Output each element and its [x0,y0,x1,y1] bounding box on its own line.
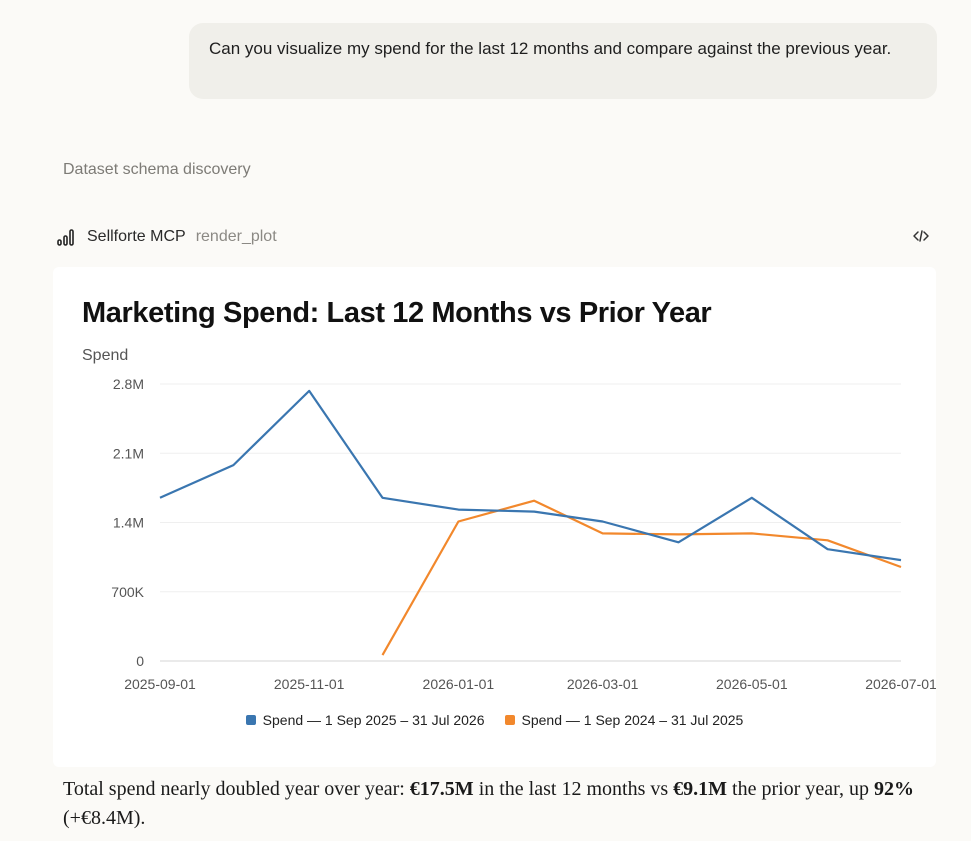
x-tick-label: 2026-05-01 [716,676,788,692]
x-tick-label: 2026-07-01 [865,676,936,692]
y-tick-label: 1.4M [113,515,144,531]
series-line-prior [381,499,902,656]
y-axis-label: Spend [82,347,129,364]
chart-legend: Spend — 1 Sep 2025 – 31 Jul 2026 Spend —… [53,712,936,728]
tool-function: render_plot [195,228,277,245]
chart-title: Marketing Spend: Last 12 Months vs Prior… [82,297,712,329]
summary-text-4: (+€8.4M). [63,807,146,829]
chart-card: Marketing Spend: Last 12 Months vs Prior… [53,267,936,767]
bar-chart-icon [57,229,74,246]
line-chart: 0 700K 1.4M 2.1M 2.8M 2025-09-01 2025-11-01 202… [111,376,936,692]
user-message-text: Can you visualize my spend for the last … [209,39,892,58]
y-tick-label: 700K [111,584,144,600]
legend-item-prior[interactable]: Spend — 1 Sep 2024 – 31 Jul 2025 [504,712,744,728]
summary-text-1: Total spend nearly doubled year over yea… [63,778,410,800]
step-label[interactable]: Dataset schema discovery [63,161,251,178]
series-line-current [159,389,902,562]
legend-swatch-prior [504,715,515,725]
x-tick-label: 2026-01-01 [423,676,495,692]
legend-label-current: Spend — 1 Sep 2025 – 31 Jul 2026 [262,712,485,728]
assistant-summary: Total spend nearly doubled year over yea… [63,775,923,833]
x-tick-label: 2025-11-01 [274,676,345,692]
y-tick-label: 2.1M [113,445,144,461]
x-tick-label: 2026-03-01 [567,676,639,692]
tool-call-header[interactable]: Sellforte MCP render_plot [56,224,936,250]
y-tick-label: 2.8M [113,376,144,392]
summary-growth-pct: 92% [873,778,914,800]
summary-text-2: in the last 12 months vs [473,778,674,800]
user-message: Can you visualize my spend for the last … [189,23,937,99]
summary-prior-total: €9.1M [673,778,728,800]
y-tick-label: 0 [136,653,144,669]
code-icon[interactable] [912,227,930,245]
summary-text-3: the prior year, up [727,778,874,800]
tool-name: Sellforte MCP [87,228,186,245]
legend-swatch-current [245,715,256,725]
x-tick-label: 2025-09-01 [124,676,196,692]
legend-item-current[interactable]: Spend — 1 Sep 2025 – 31 Jul 2026 [245,712,485,728]
summary-current-total: €17.5M [409,778,474,800]
legend-label-prior: Spend — 1 Sep 2024 – 31 Jul 2025 [521,712,744,728]
